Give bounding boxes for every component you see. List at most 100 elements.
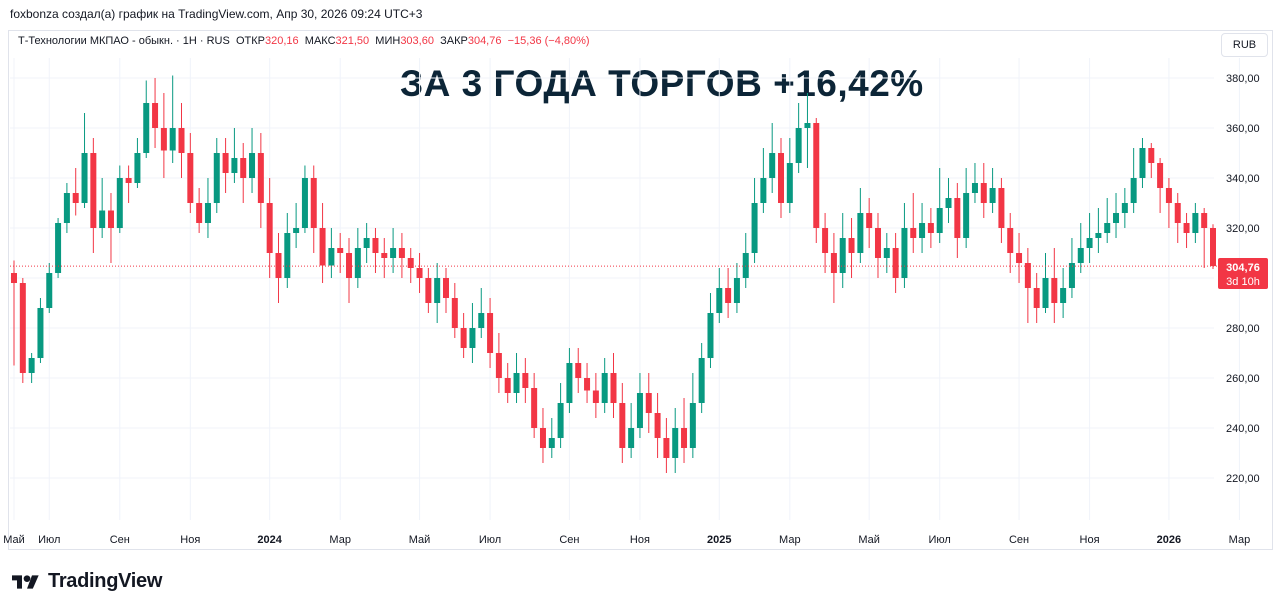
time-tick-label: Май: [409, 534, 431, 546]
candle-up: [1113, 213, 1120, 223]
candle-up: [469, 328, 476, 348]
time-tick-label: Июл: [479, 534, 501, 546]
candle-up: [363, 238, 370, 248]
time-tick-label: 2024: [257, 534, 282, 546]
candle-up: [698, 358, 705, 403]
candle-up: [601, 373, 608, 403]
candle-up: [1060, 288, 1067, 303]
candle-down: [460, 328, 467, 348]
time-tick-label: Май: [858, 534, 880, 546]
time-tick-label: Ноя: [630, 534, 650, 546]
candle-up: [1086, 238, 1093, 248]
candle-down: [1201, 213, 1208, 228]
close-value: 304,76: [467, 35, 502, 47]
candle-down: [1024, 263, 1031, 288]
candle-down: [575, 363, 582, 378]
price-tick-label: 340,00: [1226, 173, 1260, 185]
symbol-name[interactable]: Т-Технологии МКПАО - обыкн. · 1H · RUS: [18, 35, 230, 47]
candle-up: [945, 198, 952, 208]
candle-down: [848, 238, 855, 253]
candle-up: [901, 228, 908, 278]
close-label: ЗАКР: [440, 35, 468, 47]
candle-up: [936, 208, 943, 233]
tradingview-logo-text: TradingView: [48, 570, 163, 592]
candle-up: [1192, 213, 1199, 233]
candle-up: [99, 210, 106, 228]
candle-up: [804, 123, 811, 128]
candle-down: [1165, 188, 1172, 203]
chart-attribution: foxbonza создал(а) график на TradingView…: [10, 7, 423, 21]
candle-up: [63, 193, 70, 223]
price-tick-label: 360,00: [1226, 123, 1260, 135]
open-label: ОТКР: [235, 35, 265, 47]
price-tick-label: 320,00: [1226, 223, 1260, 235]
candle-up: [249, 153, 256, 178]
price-axis[interactable]: 220,00240,00260,00280,00300,00320,00340,…: [1226, 73, 1260, 485]
candle-up: [213, 153, 220, 203]
candle-up: [478, 313, 485, 328]
candle-down: [381, 253, 388, 258]
price-tick-label: 260,00: [1226, 373, 1260, 385]
symbol-legend: Т-Технологии МКПАО - обыкн. · 1H · RUS О…: [18, 35, 590, 47]
tradingview-logo-icon: [12, 574, 39, 589]
candle-down: [1016, 253, 1023, 263]
candle-down: [19, 283, 26, 373]
candle-down: [1033, 288, 1040, 308]
candle-up: [1130, 178, 1137, 203]
price-tick-label: 220,00: [1226, 473, 1260, 485]
candle-up: [1139, 148, 1146, 178]
candle-down: [125, 178, 132, 183]
candle-up: [37, 308, 44, 358]
candle-up: [1077, 248, 1084, 263]
candle-up: [689, 403, 696, 448]
time-tick-label: Ноя: [180, 534, 200, 546]
candle-up: [566, 363, 573, 403]
candle-down: [522, 373, 529, 388]
candle-up: [169, 128, 176, 151]
candle-down: [495, 353, 502, 378]
time-tick-label: Июл: [929, 534, 951, 546]
candle-up: [513, 373, 520, 393]
candle-down: [319, 228, 326, 266]
candle-down: [1148, 148, 1155, 163]
change-value: −15,36 (−4,80%): [507, 35, 590, 47]
candle-up: [989, 188, 996, 203]
time-axis[interactable]: Май Июл Сен Ноя 2024 Мар Май Июл Сен Ноя 2025 Мар Ма…: [3, 534, 1250, 546]
open-value: 320,16: [265, 35, 299, 47]
candle-up: [963, 193, 970, 238]
candle-down: [257, 153, 264, 203]
candle-down: [830, 253, 837, 273]
candle-up: [1042, 278, 1049, 308]
candle-down: [240, 158, 247, 178]
time-tick-label: 2025: [707, 534, 731, 546]
candle-up: [55, 223, 62, 273]
last-price-value: 304,76: [1226, 262, 1260, 274]
headline-annotation: ЗА 3 ГОДА ТОРГОВ +16,42%: [400, 63, 924, 104]
candle-up: [733, 278, 740, 303]
candle-down: [592, 390, 599, 403]
currency-button[interactable]: RUB: [1221, 33, 1268, 57]
candle-up: [231, 158, 238, 173]
candle-down: [619, 403, 626, 448]
high-label: МАКС: [304, 35, 336, 47]
candle-down: [11, 273, 17, 283]
tradingview-logo[interactable]: TradingView: [12, 570, 162, 593]
time-tick-label: Ноя: [1080, 534, 1100, 546]
candle-up: [46, 273, 53, 308]
candle-down: [72, 193, 79, 203]
candle-down: [927, 223, 934, 233]
candle-up: [716, 288, 723, 313]
candle-down: [337, 248, 344, 253]
candle-down: [778, 153, 785, 203]
candles: [11, 75, 1216, 473]
candle-down: [681, 428, 688, 448]
bar-countdown: 3d 10h: [1226, 276, 1260, 288]
candle-up: [628, 428, 635, 448]
candle-down: [1210, 228, 1216, 267]
candle-up: [786, 163, 793, 203]
candle-down: [725, 288, 732, 303]
candle-up: [971, 183, 978, 193]
candle-down: [196, 203, 203, 223]
candle-down: [1183, 223, 1190, 233]
